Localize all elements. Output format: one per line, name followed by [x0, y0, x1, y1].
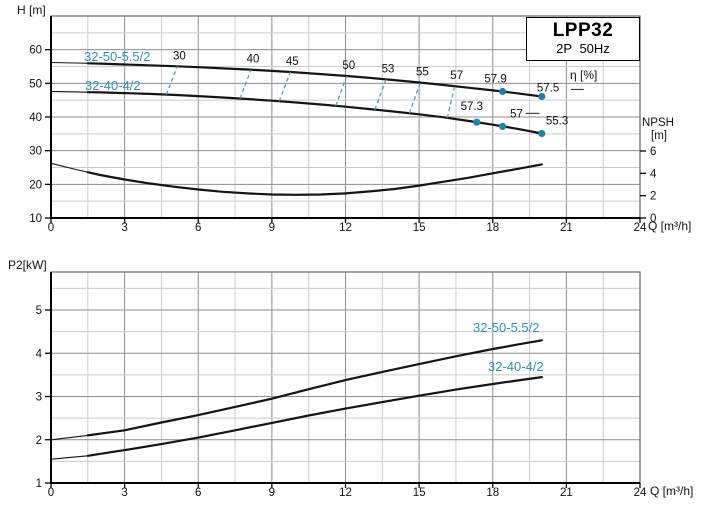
svg-text:45: 45	[286, 56, 299, 68]
svg-text:2: 2	[650, 191, 656, 203]
top-x-axis-label: Q [m³/h]	[648, 219, 692, 233]
curve-32-50-5.5-2	[86, 62, 543, 98]
bottom-y-axis-label: P2[kW]	[8, 258, 47, 272]
svg-text:55: 55	[416, 67, 429, 79]
eta-axis-label: η [%]	[570, 68, 598, 82]
efficiency-dot-57.9	[499, 87, 507, 96]
title-box: LPP32 2P 50Hz	[526, 17, 640, 61]
svg-text:0: 0	[48, 487, 54, 499]
svg-text:9: 9	[269, 222, 275, 234]
curve-32-40-4-2	[86, 91, 543, 135]
svg-text:6: 6	[650, 146, 656, 158]
svg-text:50: 50	[29, 78, 42, 90]
svg-text:24: 24	[634, 222, 647, 234]
svg-text:30: 30	[173, 50, 186, 62]
head-flow-grid	[51, 16, 640, 218]
svg-text:20: 20	[29, 179, 42, 191]
curve-NPSH	[86, 163, 543, 196]
power-flow-curves	[50, 339, 543, 460]
efficiency-dot-57.3	[473, 118, 481, 126]
top-curve-label-32-40: 32-40-4/2	[85, 78, 141, 93]
svg-text:4: 4	[36, 348, 43, 360]
svg-text:21: 21	[560, 487, 573, 499]
svg-text:5: 5	[36, 305, 42, 317]
bottom-x-axis-label: Q [m³/h]	[650, 484, 694, 498]
svg-text:10: 10	[29, 213, 42, 225]
curve-32-40-4-2	[86, 376, 543, 457]
power-flow-grid	[51, 272, 640, 483]
curve-32-50-5.5-2	[86, 339, 543, 437]
svg-text:57: 57	[510, 108, 523, 120]
svg-text:6: 6	[195, 222, 201, 234]
top-curve-label-32-50: 32-50-5.5/2	[84, 49, 151, 64]
svg-text:21: 21	[560, 222, 573, 234]
head-flow-curves	[50, 61, 543, 196]
svg-text:18: 18	[486, 222, 499, 234]
svg-text:18: 18	[486, 487, 499, 499]
svg-text:40: 40	[29, 112, 42, 124]
svg-text:57.5: 57.5	[537, 82, 559, 94]
svg-text:3: 3	[36, 392, 42, 404]
efficiency-dot-57.5	[538, 92, 546, 101]
svg-text:3: 3	[121, 222, 127, 234]
svg-text:55.3: 55.3	[546, 115, 568, 127]
bottom-curve-label-32-50: 32-50-5.5/2	[473, 320, 540, 335]
svg-text:0: 0	[650, 213, 656, 225]
svg-text:4: 4	[650, 168, 657, 180]
svg-text:57.3: 57.3	[461, 101, 483, 113]
svg-text:9: 9	[269, 487, 275, 499]
svg-text:40: 40	[247, 54, 260, 66]
svg-text:0: 0	[48, 222, 54, 234]
svg-text:15: 15	[413, 487, 426, 499]
svg-text:53: 53	[382, 63, 395, 75]
svg-text:57: 57	[450, 70, 463, 82]
pump-model-title: LPP32	[552, 20, 614, 41]
svg-text:50: 50	[342, 60, 355, 72]
top-y-axis-label: H [m]	[17, 3, 46, 17]
svg-text:6: 6	[195, 487, 201, 499]
efficiency-iso-lines: 30 40 45 50 53 55 57	[165, 50, 463, 119]
svg-text:1: 1	[36, 478, 42, 490]
svg-text:24: 24	[634, 487, 647, 499]
svg-text:15: 15	[413, 222, 426, 234]
bottom-curve-label-32-40: 32-40-4/2	[488, 359, 544, 374]
svg-text:57.9: 57.9	[484, 74, 506, 86]
npsh-axis-unit: [m]	[651, 130, 667, 142]
svg-text:3: 3	[121, 487, 127, 499]
svg-text:30: 30	[29, 146, 42, 158]
efficiency-dot-57	[499, 122, 507, 130]
npsh-axis-label: NPSH	[642, 117, 674, 129]
svg-text:12: 12	[339, 222, 352, 234]
efficiency-points: 57.9 57.5 57.3 57 55.3	[461, 74, 584, 138]
svg-text:12: 12	[339, 487, 352, 499]
efficiency-dot-55.3	[538, 129, 546, 138]
svg-text:60: 60	[29, 45, 42, 57]
pump-speed-subtitle: 2P 50Hz	[556, 41, 610, 56]
svg-text:2: 2	[36, 435, 42, 447]
